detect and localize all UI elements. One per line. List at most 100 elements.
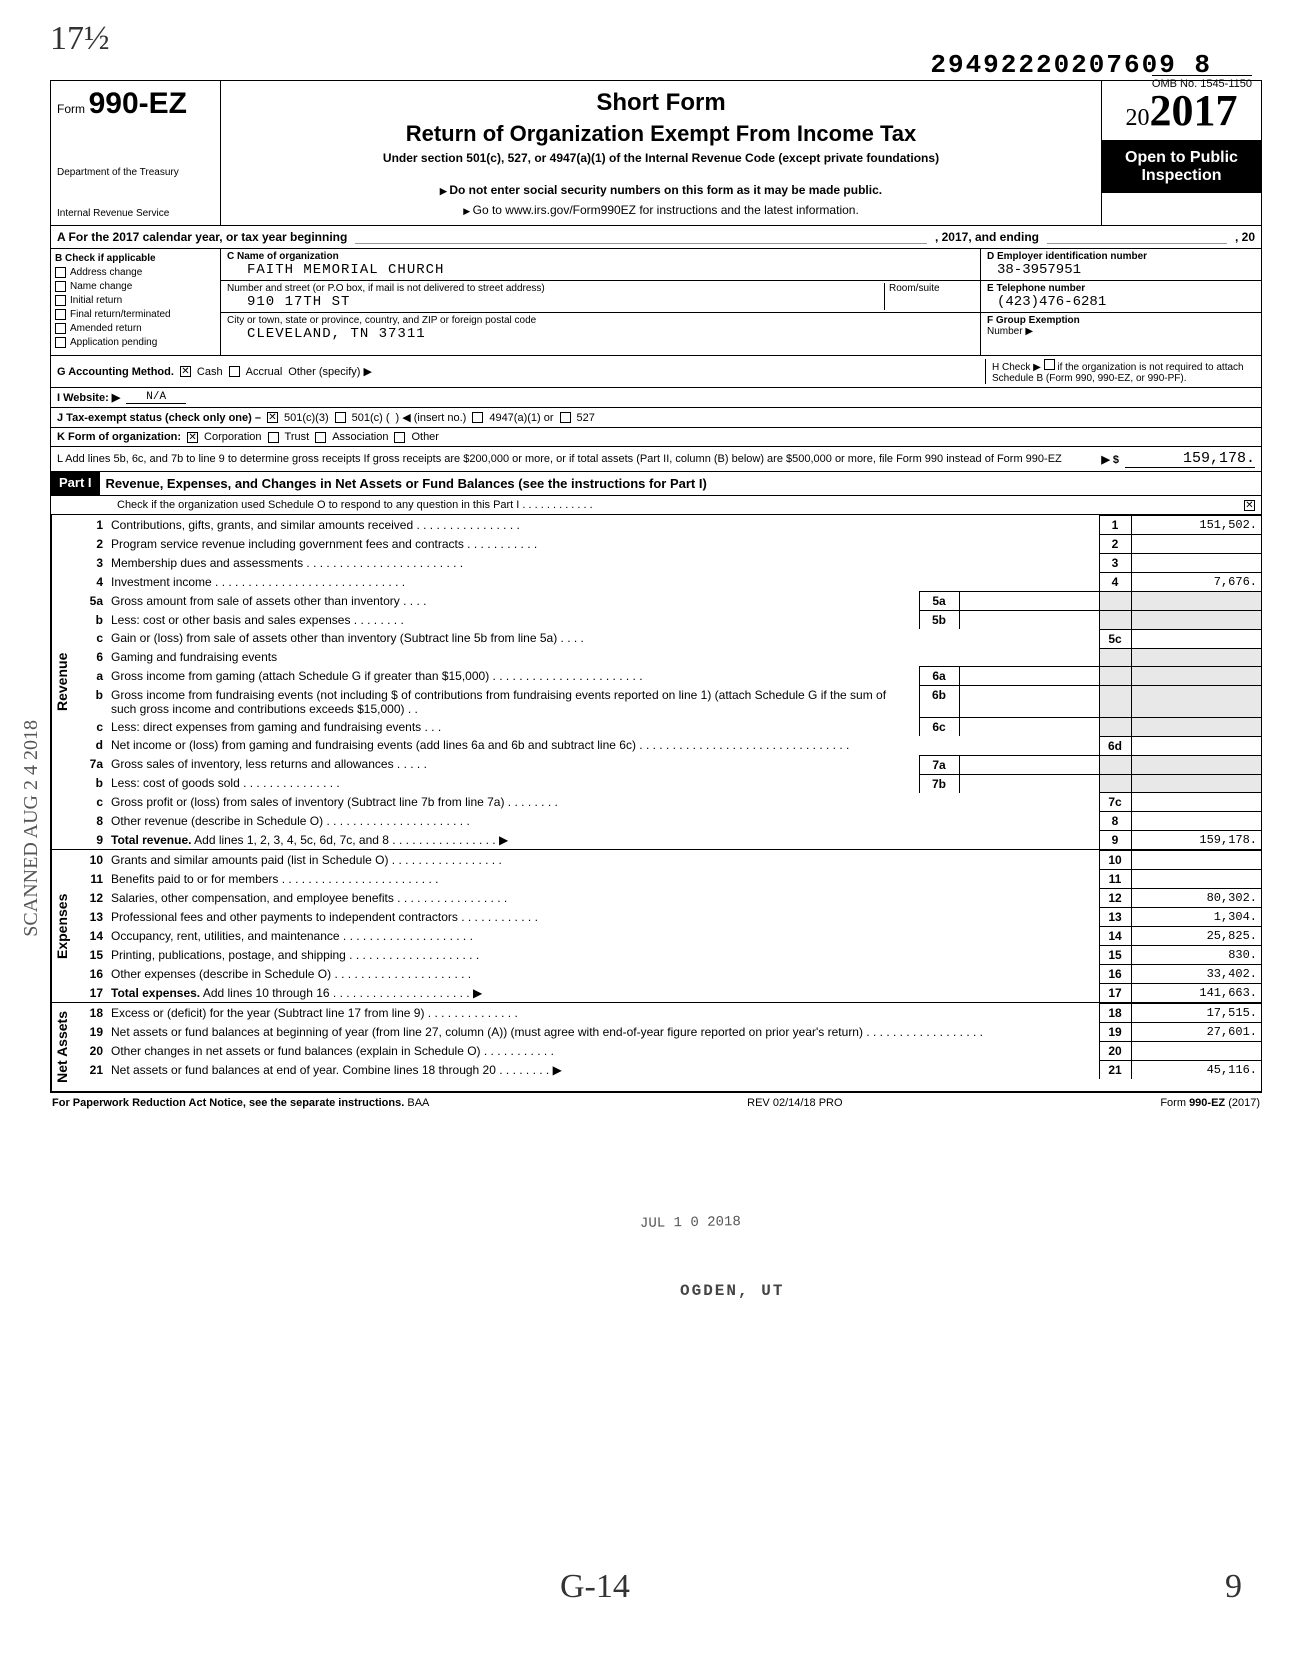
g-other: Other (specify) ▶ bbox=[288, 365, 372, 378]
inner-box-num: 6c bbox=[919, 718, 959, 737]
inner-box-val bbox=[959, 611, 1099, 630]
checkbox-final[interactable] bbox=[55, 309, 66, 320]
line-desc: Benefits paid to or for members . . . . … bbox=[107, 870, 1099, 889]
line-number: 8 bbox=[77, 812, 107, 831]
box-val-shaded bbox=[1131, 718, 1261, 737]
j-insert: ) ◀ (insert no.) bbox=[396, 411, 467, 424]
line-number: 13 bbox=[77, 908, 107, 927]
checkbox-4947[interactable] bbox=[472, 412, 483, 423]
row-a: A For the 2017 calendar year, or tax yea… bbox=[50, 226, 1262, 249]
line-desc: Total expenses. Add lines 10 through 16 … bbox=[107, 984, 1099, 1003]
year-digits: 2017 bbox=[1150, 86, 1238, 135]
box-num: 1 bbox=[1099, 516, 1131, 535]
checkbox-other[interactable] bbox=[394, 432, 405, 443]
inner-box-num: 5b bbox=[919, 611, 959, 630]
checkbox-corp[interactable] bbox=[187, 432, 198, 443]
i-value: N/A bbox=[126, 391, 186, 404]
box-val bbox=[1131, 554, 1261, 573]
box-val bbox=[1131, 1042, 1261, 1061]
ein-value: 38-3957951 bbox=[987, 262, 1255, 278]
b-item-4: Amended return bbox=[70, 323, 142, 334]
line-number: 5a bbox=[77, 592, 107, 611]
revenue-section: Revenue 1Contributions, gifts, grants, a… bbox=[50, 515, 1262, 850]
part1-title: Revenue, Expenses, and Changes in Net As… bbox=[100, 472, 1261, 495]
received-location-stamp: OGDEN, UT bbox=[680, 1282, 784, 1300]
box-num: 7c bbox=[1099, 793, 1131, 812]
line-number: 21 bbox=[77, 1061, 107, 1080]
checkbox-501c[interactable] bbox=[335, 412, 346, 423]
year-box: 202017 Open to Public Inspection bbox=[1101, 81, 1261, 225]
checkbox-schedule-o[interactable] bbox=[1244, 500, 1255, 511]
box-num: 9 bbox=[1099, 831, 1131, 850]
line-number: 18 bbox=[77, 1004, 107, 1023]
line-number: 6 bbox=[77, 648, 107, 667]
j-label: J Tax-exempt status (check only one) – bbox=[57, 412, 261, 424]
line-number: 1 bbox=[77, 516, 107, 535]
row-l: L Add lines 5b, 6c, and 7b to line 9 to … bbox=[50, 447, 1262, 472]
checkbox-h[interactable] bbox=[1044, 359, 1055, 370]
row-g-i: G Accounting Method. Cash Accrual Other … bbox=[50, 356, 1262, 388]
footer-baa: BAA bbox=[407, 1097, 429, 1109]
checkbox-501c3[interactable] bbox=[267, 412, 278, 423]
line-number: 17 bbox=[77, 984, 107, 1003]
g-accrual: Accrual bbox=[246, 366, 283, 378]
box-num-shaded bbox=[1099, 592, 1131, 611]
l-arrow: ▶ $ bbox=[1101, 453, 1119, 466]
row-j: J Tax-exempt status (check only one) – 5… bbox=[50, 408, 1262, 428]
box-num: 17 bbox=[1099, 984, 1131, 1003]
line-desc: Professional fees and other payments to … bbox=[107, 908, 1099, 927]
checkbox-527[interactable] bbox=[560, 412, 571, 423]
revenue-table: 1Contributions, gifts, grants, and simil… bbox=[77, 515, 1261, 849]
line-desc: Other expenses (describe in Schedule O) … bbox=[107, 965, 1099, 984]
box-num-shaded bbox=[1099, 755, 1131, 774]
k-trust: Trust bbox=[285, 431, 310, 443]
checkbox-pending[interactable] bbox=[55, 337, 66, 348]
box-val: 1,304. bbox=[1131, 908, 1261, 927]
box-num: 5c bbox=[1099, 629, 1131, 648]
box-num-blank bbox=[1099, 648, 1131, 667]
inner-box-val bbox=[959, 592, 1099, 611]
line-desc: Investment income . . . . . . . . . . . … bbox=[107, 573, 1099, 592]
c-header: C Name of organization bbox=[227, 251, 974, 262]
inner-box-val bbox=[959, 755, 1099, 774]
checkbox-initial[interactable] bbox=[55, 295, 66, 306]
checkbox-trust[interactable] bbox=[268, 432, 279, 443]
line-number: 7a bbox=[77, 755, 107, 774]
row-a-blank2 bbox=[1047, 230, 1227, 244]
box-num: 19 bbox=[1099, 1023, 1131, 1042]
line-number: a bbox=[77, 667, 107, 686]
vert-revenue: Revenue bbox=[51, 515, 77, 849]
checkbox-cash[interactable] bbox=[180, 366, 191, 377]
line-desc: Total revenue. Add lines 1, 2, 3, 4, 5c,… bbox=[107, 831, 1099, 850]
row-k: K Form of organization: Corporation Trus… bbox=[50, 428, 1262, 447]
phone-value: (423)476-6281 bbox=[987, 294, 1255, 310]
d-label: D Employer identification number bbox=[987, 251, 1255, 262]
checkbox-name[interactable] bbox=[55, 281, 66, 292]
inner-box-num: 7b bbox=[919, 774, 959, 793]
e-label: E Telephone number bbox=[987, 283, 1255, 294]
netassets-table: 18Excess or (deficit) for the year (Subt… bbox=[77, 1003, 1261, 1079]
inner-box-num: 5a bbox=[919, 592, 959, 611]
footer-right: Form 990-EZ (2017) bbox=[1160, 1097, 1260, 1109]
box-num: 6d bbox=[1099, 736, 1131, 755]
line-number: d bbox=[77, 736, 107, 755]
line-number: 15 bbox=[77, 946, 107, 965]
handwriting-top: 17½ bbox=[50, 20, 110, 58]
vert-netassets: Net Assets bbox=[51, 1003, 77, 1091]
box-val-shaded bbox=[1131, 774, 1261, 793]
box-num: 12 bbox=[1099, 889, 1131, 908]
line-desc: Occupancy, rent, utilities, and maintena… bbox=[107, 927, 1099, 946]
checkbox-assoc[interactable] bbox=[315, 432, 326, 443]
box-num-shaded bbox=[1099, 718, 1131, 737]
k-corp: Corporation bbox=[204, 431, 261, 443]
tax-year: 202017 bbox=[1102, 81, 1261, 141]
checkbox-address[interactable] bbox=[55, 267, 66, 278]
checkbox-amended[interactable] bbox=[55, 323, 66, 334]
handwriting-9: 9 bbox=[1225, 1568, 1242, 1606]
line-number: 16 bbox=[77, 965, 107, 984]
checkbox-accrual[interactable] bbox=[229, 366, 240, 377]
line-desc: Net assets or fund balances at end of ye… bbox=[107, 1061, 1099, 1080]
g-label: G Accounting Method. bbox=[57, 366, 174, 378]
part1-label: Part I bbox=[51, 472, 100, 495]
form-prefix: Form bbox=[57, 102, 85, 116]
